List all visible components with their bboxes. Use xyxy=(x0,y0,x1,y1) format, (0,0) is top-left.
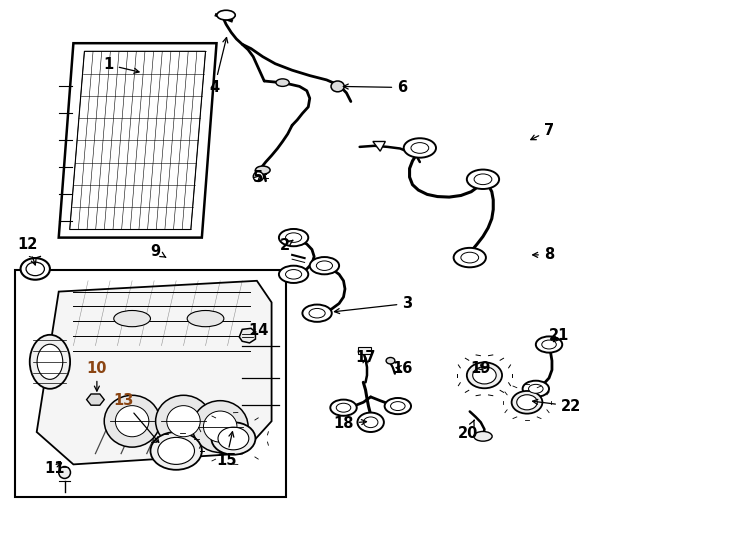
Text: 9: 9 xyxy=(150,244,166,259)
Text: 5: 5 xyxy=(253,170,264,185)
Text: 11: 11 xyxy=(45,461,65,476)
Text: 12: 12 xyxy=(18,237,38,265)
Ellipse shape xyxy=(536,336,562,353)
FancyBboxPatch shape xyxy=(358,347,371,354)
Ellipse shape xyxy=(467,362,502,388)
Ellipse shape xyxy=(454,248,486,267)
Ellipse shape xyxy=(158,437,195,464)
Text: 3: 3 xyxy=(335,296,413,314)
Ellipse shape xyxy=(115,406,149,437)
Ellipse shape xyxy=(114,310,150,327)
Ellipse shape xyxy=(255,166,270,174)
Text: 17: 17 xyxy=(355,350,376,365)
Text: 20: 20 xyxy=(458,420,479,441)
Text: 15: 15 xyxy=(216,432,236,468)
Ellipse shape xyxy=(150,432,202,470)
Ellipse shape xyxy=(156,395,211,447)
Polygon shape xyxy=(59,43,217,238)
Polygon shape xyxy=(37,281,272,464)
Polygon shape xyxy=(239,328,255,343)
Ellipse shape xyxy=(473,367,496,384)
Ellipse shape xyxy=(276,79,289,86)
Ellipse shape xyxy=(461,252,479,263)
Ellipse shape xyxy=(390,402,405,410)
Ellipse shape xyxy=(286,269,302,279)
Polygon shape xyxy=(70,51,206,230)
Ellipse shape xyxy=(330,400,357,416)
Text: 2: 2 xyxy=(280,238,293,253)
Ellipse shape xyxy=(512,391,542,414)
Ellipse shape xyxy=(385,398,411,414)
Ellipse shape xyxy=(528,384,543,393)
Ellipse shape xyxy=(192,401,248,453)
Text: 6: 6 xyxy=(344,80,407,95)
Ellipse shape xyxy=(21,258,50,280)
Text: 16: 16 xyxy=(392,361,413,376)
Ellipse shape xyxy=(286,233,302,242)
Ellipse shape xyxy=(316,261,333,271)
Ellipse shape xyxy=(517,395,537,410)
Ellipse shape xyxy=(59,467,70,478)
Ellipse shape xyxy=(310,257,339,274)
Text: 10: 10 xyxy=(87,361,107,391)
Ellipse shape xyxy=(26,262,44,275)
Text: 14: 14 xyxy=(248,323,269,338)
Ellipse shape xyxy=(474,174,492,185)
Ellipse shape xyxy=(411,143,429,153)
Text: 1: 1 xyxy=(103,57,139,73)
Text: 21: 21 xyxy=(549,328,570,343)
Ellipse shape xyxy=(37,345,63,379)
Ellipse shape xyxy=(217,10,235,20)
Text: 7: 7 xyxy=(531,123,554,140)
Ellipse shape xyxy=(523,381,549,397)
Ellipse shape xyxy=(279,266,308,283)
Polygon shape xyxy=(87,394,104,405)
Polygon shape xyxy=(373,141,385,151)
Ellipse shape xyxy=(331,81,344,92)
Text: 4: 4 xyxy=(209,38,228,95)
Text: 13: 13 xyxy=(113,393,159,442)
Ellipse shape xyxy=(29,335,70,389)
Text: 18: 18 xyxy=(333,416,366,431)
Ellipse shape xyxy=(211,422,255,455)
Ellipse shape xyxy=(187,310,224,327)
Ellipse shape xyxy=(467,170,499,189)
Ellipse shape xyxy=(203,411,237,442)
Text: 22: 22 xyxy=(533,399,581,414)
Ellipse shape xyxy=(104,395,160,447)
Ellipse shape xyxy=(218,427,249,450)
Ellipse shape xyxy=(336,403,351,412)
Ellipse shape xyxy=(386,357,395,364)
Ellipse shape xyxy=(363,417,378,428)
Ellipse shape xyxy=(542,340,556,349)
Text: 8: 8 xyxy=(533,247,554,262)
FancyBboxPatch shape xyxy=(15,270,286,497)
Text: 19: 19 xyxy=(470,361,491,376)
Ellipse shape xyxy=(302,305,332,322)
Ellipse shape xyxy=(357,413,384,432)
Ellipse shape xyxy=(474,431,493,441)
Ellipse shape xyxy=(404,138,436,158)
Ellipse shape xyxy=(279,229,308,246)
Ellipse shape xyxy=(309,308,325,318)
Ellipse shape xyxy=(167,406,200,437)
Ellipse shape xyxy=(253,172,264,181)
